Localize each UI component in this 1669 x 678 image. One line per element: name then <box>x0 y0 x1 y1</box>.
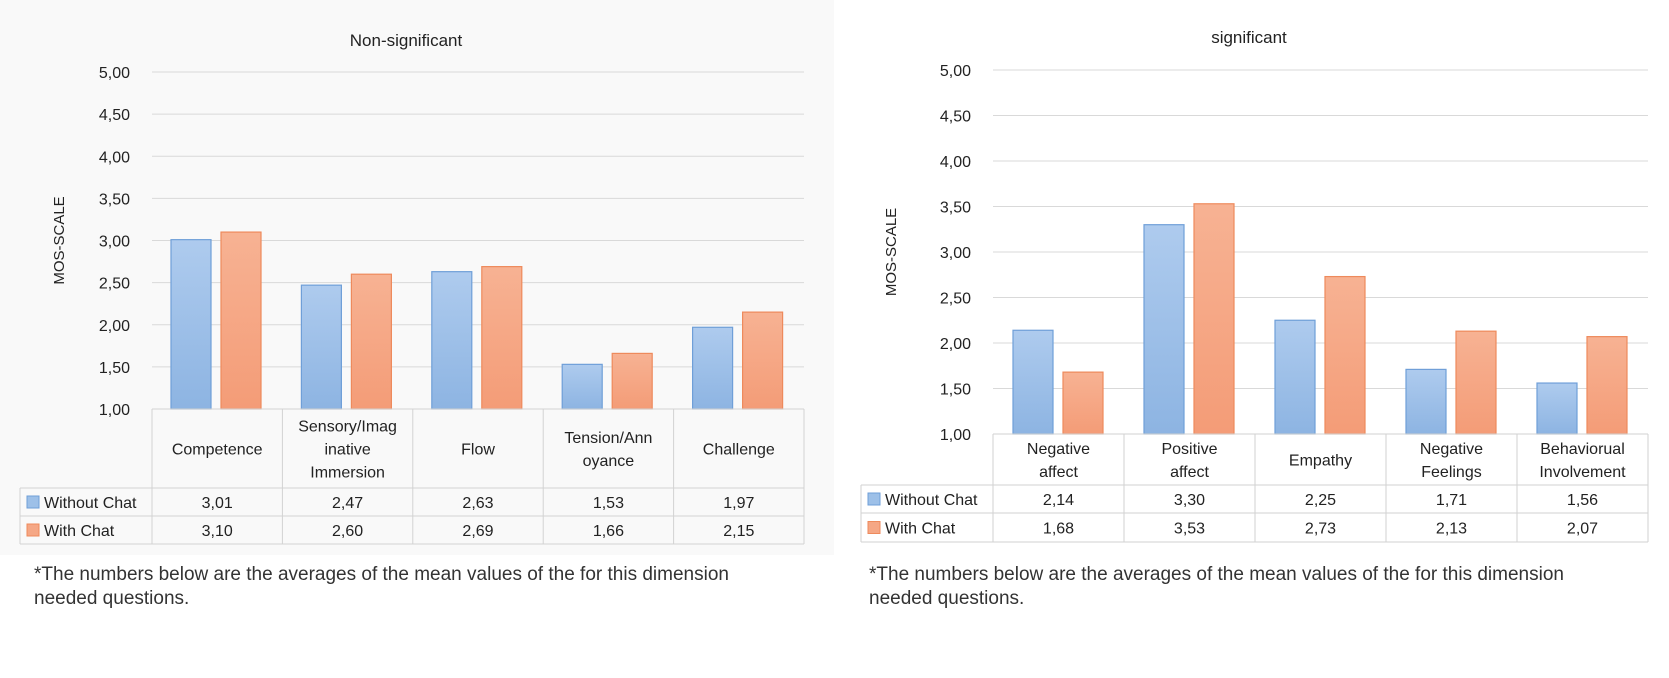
bar-chart-significant: significant MOS-SCALE 1,00 1,50 2,00 2,50 3,00… <box>860 28 1649 543</box>
category-label: Tension/Ann <box>564 430 652 447</box>
category-label: Sensory/Imag <box>298 419 397 436</box>
data-label: 2,07 <box>1567 521 1598 538</box>
y-tick-label: 1,00 <box>99 402 130 419</box>
category-label: Involvement <box>1539 464 1626 481</box>
y-tick-label: 1,00 <box>940 427 971 444</box>
data-label: 2,63 <box>462 495 493 512</box>
data-label: 2,60 <box>332 523 363 540</box>
y-tick-label: 3,50 <box>940 200 971 217</box>
bar-without-chat <box>561 363 603 410</box>
legend-label: Without Chat <box>44 495 137 512</box>
category-label: Negative <box>1027 441 1090 458</box>
bar-with-chat <box>1193 203 1235 435</box>
category-label: affect <box>1170 464 1209 481</box>
bar-without-chat <box>1536 382 1578 435</box>
category-label: Feelings <box>1421 464 1481 481</box>
data-label: 3,53 <box>1174 521 1205 538</box>
legend-label: With Chat <box>885 521 956 538</box>
footnote-left: *The numbers below are the averages of t… <box>34 564 729 609</box>
data-label: 1,53 <box>593 495 624 512</box>
category-label: inative <box>324 442 370 459</box>
bar-chart-non-significant: Non-significant MOS-SCALE 1,00 1,50 2,00 2,50… <box>19 31 805 545</box>
y-axis-label: MOS-SCALE <box>51 196 68 284</box>
y-tick-label: 1,50 <box>940 382 971 399</box>
bar-without-chat <box>1274 319 1316 435</box>
category-label: Flow <box>461 442 495 459</box>
chart-panel-significant: significant MOS-SCALE 1,00 1,50 2,00 2,50 3,00… <box>834 0 1669 555</box>
category-label: oyance <box>583 453 635 470</box>
y-tick-label: 4,50 <box>99 107 130 124</box>
legend-swatch-with-chat <box>26 523 40 537</box>
y-tick-label: 3,00 <box>99 234 130 251</box>
bar-with-chat <box>1324 275 1366 435</box>
y-tick-label: 3,00 <box>940 245 971 262</box>
bar-without-chat <box>1143 224 1185 435</box>
data-label: 1,56 <box>1567 492 1598 509</box>
category-label: Negative <box>1420 441 1483 458</box>
y-tick-label: 2,50 <box>99 276 130 293</box>
bar-without-chat <box>170 239 212 410</box>
data-label: 2,47 <box>332 495 363 512</box>
y-tick-label: 5,00 <box>940 63 971 80</box>
bar-with-chat <box>481 266 523 410</box>
category-label: Challenge <box>703 442 775 459</box>
data-label: 1,68 <box>1043 521 1074 538</box>
legend-swatch-without-chat <box>867 492 881 506</box>
legend-label: With Chat <box>44 523 115 540</box>
bar-without-chat <box>691 326 734 410</box>
bar-with-chat <box>1586 336 1628 435</box>
y-tick-label: 1,50 <box>99 360 130 377</box>
y-tick-label: 2,00 <box>99 318 130 335</box>
legend-label: Without Chat <box>885 492 978 509</box>
category-label: Behaviorual <box>1540 441 1625 458</box>
bar-without-chat <box>300 284 342 410</box>
footnote-right: *The numbers below are the averages of t… <box>869 564 1564 609</box>
chart-title: Non-significant <box>350 31 463 50</box>
chart-panel-non-significant: Non-significant MOS-SCALE 1,00 1,50 2,00 2,50… <box>0 0 834 555</box>
data-label: 1,66 <box>593 523 624 540</box>
bar-with-chat <box>350 273 392 410</box>
y-tick-label: 4,00 <box>940 154 971 171</box>
y-tick-label: 2,50 <box>940 291 971 308</box>
data-label: 2,13 <box>1436 521 1467 538</box>
y-tick-label: 4,00 <box>99 149 130 166</box>
legend-swatch-without-chat <box>26 495 40 509</box>
category-label: Competence <box>172 442 263 459</box>
bar-without-chat <box>431 271 473 410</box>
category-label: Positive <box>1161 441 1217 458</box>
bar-with-chat <box>220 231 262 410</box>
bar-with-chat <box>611 352 653 410</box>
bar-with-chat <box>1455 330 1497 435</box>
data-label: 3,10 <box>202 523 233 540</box>
y-axis-label: MOS-SCALE <box>883 208 900 296</box>
bar-without-chat <box>1012 329 1054 435</box>
data-label: 3,01 <box>202 495 233 512</box>
data-label: 1,97 <box>723 495 754 512</box>
chart-title: significant <box>1211 28 1287 47</box>
bar-with-chat <box>741 311 784 410</box>
data-label: 2,14 <box>1043 492 1074 509</box>
y-tick-label: 3,50 <box>99 191 130 208</box>
data-label: 1,71 <box>1436 492 1467 509</box>
bar-with-chat <box>1062 371 1104 435</box>
y-tick-label: 2,00 <box>940 336 971 353</box>
category-label: affect <box>1039 464 1078 481</box>
data-label: 3,30 <box>1174 492 1205 509</box>
category-label: Empathy <box>1289 453 1352 470</box>
y-tick-label: 4,50 <box>940 109 971 126</box>
data-label: 2,73 <box>1305 521 1336 538</box>
bar-without-chat <box>1405 368 1447 435</box>
y-tick-label: 5,00 <box>99 65 130 82</box>
legend-swatch-with-chat <box>867 521 881 534</box>
data-label: 2,69 <box>462 523 493 540</box>
data-label: 2,15 <box>723 523 754 540</box>
category-label: Immersion <box>310 465 385 482</box>
data-label: 2,25 <box>1305 492 1336 509</box>
